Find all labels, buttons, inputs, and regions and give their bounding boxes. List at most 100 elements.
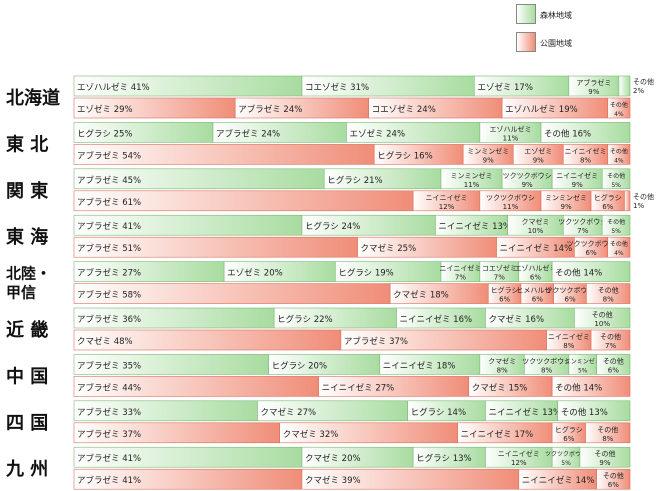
park-segment-value: 7%: [605, 342, 616, 350]
forest-segment-label: その他 13%: [561, 407, 608, 418]
park-segment-value: 9%: [483, 156, 494, 164]
forest-bar-segment: [601, 168, 631, 190]
park-segment-value: 11%: [503, 203, 519, 211]
forest-segment-value: 7%: [494, 274, 505, 282]
park-segment-value: 8%: [580, 156, 591, 164]
forest-segment-label: ヒグラシ 24%: [305, 221, 360, 232]
park-segment-label: アブラゼミ 61%: [77, 197, 141, 208]
forest-segment-label: ニイニイゼミ 18%: [383, 360, 456, 371]
region-label: 東 海: [6, 226, 48, 248]
park-segment-name: ヒグラシ: [491, 286, 519, 295]
park-segment-label: アブラゼミ 54%: [77, 150, 141, 161]
park-segment-name: その他: [610, 147, 628, 155]
forest-bar-segment: [579, 446, 631, 468]
park-bar-segment: [585, 422, 631, 444]
forest-segment-value: 6%: [608, 366, 619, 374]
park-bar-segment: [590, 329, 631, 351]
park-bar-segment: [607, 144, 631, 165]
forest-segment-label: アブラゼミ 41%: [77, 453, 141, 464]
park-bar-segment: [551, 376, 631, 397]
forest-segment-label: ヒグラシ 13%: [416, 453, 471, 464]
forest-segment-name: その他: [592, 310, 613, 319]
forest-segment-value: 11%: [464, 181, 480, 189]
park-segment-value: 1%: [633, 202, 644, 210]
forest-segment-name: ツクツクボウシ: [522, 357, 571, 365]
forest-segment-label: アブラゼミ 35%: [77, 360, 141, 371]
forest-segment-name: その他: [607, 172, 625, 180]
forest-segment-name: ミンミンゼミ: [565, 357, 601, 365]
park-segment-name: その他: [610, 240, 628, 248]
park-segment-label: クマゼミ 48%: [77, 336, 133, 347]
forest-segment-label: エゾゼミ 24%: [349, 128, 405, 139]
forest-segment-name: ニイニイゼミ: [498, 449, 540, 458]
park-segment-name: ヒグラシ: [594, 193, 622, 202]
forest-segment-name: その他: [633, 77, 654, 86]
park-bar-segment: [624, 190, 631, 212]
forest-segment-label: コエゾゼミ 31%: [305, 82, 369, 93]
forest-bar-segment: [601, 214, 631, 236]
park-segment-name: その他: [610, 101, 628, 109]
park-segment-value: 8%: [563, 342, 574, 350]
park-bar-segment: [607, 97, 631, 119]
park-segment-label: クマゼミ 15%: [472, 382, 528, 393]
park-segment-label: ニイニイゼミ 14%: [500, 243, 573, 254]
park-segment-label: その他 14%: [555, 382, 602, 393]
forest-segment-value: 7%: [455, 274, 466, 282]
forest-segment-value: 5%: [611, 182, 621, 189]
forest-segment-label: ヒグラシ 21%: [327, 175, 382, 186]
forest-segment-name: アブラゼミ: [576, 78, 611, 87]
park-segment-label: クマゼミ 32%: [283, 429, 339, 440]
region-label: 北海道: [6, 87, 60, 109]
region-label: 中 国: [6, 365, 48, 387]
park-segment-value: 4%: [614, 157, 624, 164]
park-segment-value: 6%: [602, 203, 613, 211]
forest-segment-value: 9%: [588, 88, 599, 96]
forest-segment-name: ニイニイゼミ: [556, 171, 598, 180]
park-segment-name: ニイニイゼミ: [426, 193, 468, 202]
forest-segment-label: ヒグラシ 25%: [77, 128, 132, 139]
forest-segment-label: アブラゼミ 24%: [216, 128, 280, 139]
forest-segment-label: その他 14%: [555, 268, 602, 279]
forest-segment-label: ヒグラシ 22%: [277, 314, 332, 325]
park-segment-name: その他: [597, 425, 618, 434]
forest-segment-label: エゾゼミ 17%: [477, 82, 533, 93]
park-segment-value: 9%: [533, 156, 544, 164]
forest-segment-value: 7%: [577, 227, 588, 235]
forest-segment-value: 5%: [611, 228, 621, 235]
forest-segment-name: コエゾゼミ: [482, 264, 517, 273]
forest-segment-label: その他 16%: [544, 128, 591, 139]
forest-segment-value: 12%: [511, 459, 527, 467]
park-segment-value: 6%: [564, 296, 575, 304]
park-segment-name: その他: [600, 332, 621, 341]
park-segment-name: エゾゼミ: [524, 146, 552, 155]
park-segment-value: 6%: [532, 296, 543, 304]
forest-segment-label: アブラゼミ 45%: [77, 175, 141, 186]
forest-segment-label: ニイニイゼミ 16%: [399, 314, 472, 325]
forest-segment-name: ツクツクボウシ: [545, 450, 587, 458]
forest-segment-name: その他: [594, 449, 615, 458]
forest-segment-name: ミンミンゼミ: [451, 171, 493, 180]
park-segment-value: 6%: [563, 435, 574, 443]
forest-segment-label: クマゼミ 20%: [305, 453, 361, 464]
forest-segment-value: 9%: [599, 459, 610, 467]
forest-segment-label: エゾハルゼミ 41%: [77, 82, 150, 93]
park-segment-label: クマゼミ 18%: [393, 290, 449, 301]
forest-segment-name: ツクツクボウシ: [503, 172, 552, 180]
park-segment-label: エゾハルゼミ 19%: [505, 104, 578, 115]
park-segment-name: ツクツクボウシ: [546, 287, 595, 295]
forest-segment-name: その他: [603, 356, 624, 365]
park-segment-label: アブラゼミ 37%: [77, 429, 141, 440]
forest-segment-label: アブラゼミ 33%: [77, 407, 141, 418]
park-segment-value: 4%: [614, 111, 624, 118]
forest-segment-name: エゾハルゼミ: [514, 264, 556, 273]
park-segment-label: アブラゼミ 24%: [238, 104, 302, 115]
region-label: 東 北: [6, 133, 48, 155]
forest-segment-label: エゾゼミ 20%: [227, 268, 283, 279]
park-bar-segment: [586, 283, 631, 304]
forest-segment-label: アブラゼミ 41%: [77, 221, 141, 232]
park-segment-label: アブラゼミ 51%: [77, 243, 141, 254]
forest-bar-segment: [596, 354, 631, 375]
park-segment-label: アブラゼミ 58%: [77, 290, 141, 301]
park-segment-value: 6%: [608, 481, 619, 489]
forest-segment-label: ヒグラシ 20%: [272, 360, 327, 371]
